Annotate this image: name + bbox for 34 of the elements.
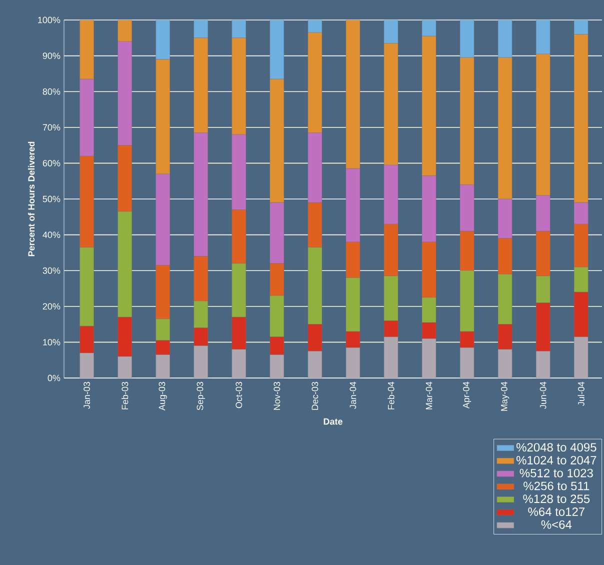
x-tick-label: Jan-04 [350, 382, 356, 409]
x-tick-label: Dec-03 [312, 382, 318, 410]
x-tick-label: Nov-03 [274, 382, 280, 410]
legend-label: %256 to 511 [524, 482, 590, 490]
y-tick-label: 40% [42, 232, 60, 238]
y-tick-label: 0% [48, 374, 60, 382]
x-tick-label: May-04 [500, 382, 510, 411]
x-tick-label: Feb-04 [388, 382, 394, 410]
y-tick-label: 70% [42, 124, 60, 131]
x-tick-label: Feb-03 [122, 382, 128, 410]
legend-label: %2048 to 4095 [516, 443, 596, 452]
legend-label: %1024 to 2047 [516, 456, 596, 464]
y-tick-label: 10% [43, 339, 60, 346]
x-tick-label: Jun-04 [540, 382, 546, 409]
y-tick-label: 50% [42, 196, 60, 202]
legend-label: %128 to 255 [523, 494, 590, 504]
x-axis-title: Date [324, 418, 342, 425]
legend-label: %64 to127 [528, 507, 585, 516]
y-tick-label: 30% [42, 267, 60, 274]
legend-label: %512 to 1023 [520, 468, 593, 478]
x-tick-label: Aug-03 [158, 382, 167, 411]
x-tick-label: Sep-03 [196, 382, 205, 410]
y-tick-label: 90% [42, 52, 60, 59]
y-tick-label: 80% [42, 88, 60, 95]
x-tick-label: Oct-03 [236, 382, 242, 408]
legend-label: %<64 [541, 520, 572, 529]
x-tick-label: Apr-04 [462, 382, 472, 409]
x-tick-label: Mar-04 [426, 382, 432, 410]
y-tick-label: 100% [38, 16, 60, 24]
x-tick-label: Jan-03 [84, 382, 90, 409]
y-tick-label: 60% [42, 160, 60, 166]
y-axis-title: Percent of Hours Delivered [28, 142, 35, 256]
x-tick-label: Jul-04 [578, 382, 584, 406]
y-tick-label: 20% [42, 303, 60, 310]
